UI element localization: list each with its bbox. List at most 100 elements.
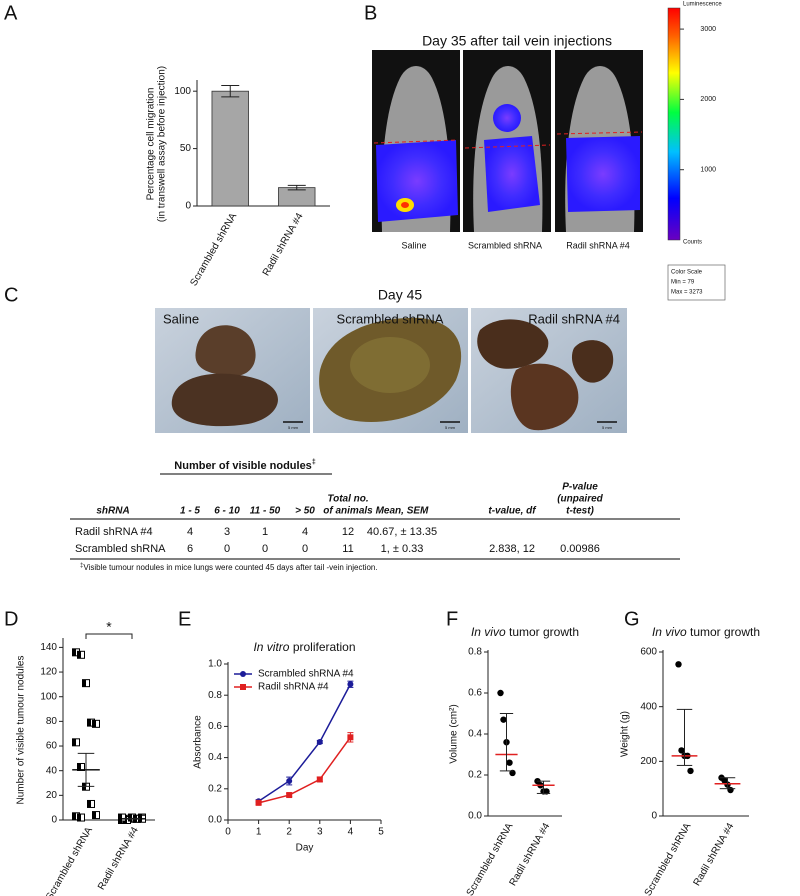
image-label: Radil shRNA #4 bbox=[566, 240, 630, 250]
legend-marker bbox=[240, 671, 246, 677]
legend-label: Scrambled shRNA #4 bbox=[258, 669, 354, 680]
y-tick-label: 0 bbox=[651, 811, 657, 822]
y-axis-label: Weight (g) bbox=[620, 711, 631, 757]
x-tick-label: Radil shRNA #4 bbox=[508, 821, 553, 888]
x-tick-label: 1 bbox=[256, 827, 262, 838]
significance-mark: * bbox=[106, 619, 112, 635]
y-tick-label: 50 bbox=[180, 143, 192, 154]
point-half bbox=[118, 814, 122, 822]
panel-label: B bbox=[364, 2, 377, 24]
y-tick-label: 120 bbox=[40, 667, 57, 678]
panel-label: G bbox=[624, 608, 640, 630]
point-half bbox=[87, 800, 91, 808]
table-cell: 11 bbox=[342, 543, 353, 555]
imaging-title: Day 35 after tail vein injections bbox=[422, 33, 612, 49]
point-half bbox=[77, 814, 81, 822]
error-bar bbox=[123, 817, 141, 820]
table-cell: 4 bbox=[187, 526, 193, 538]
title-part: tumor growth bbox=[690, 625, 760, 639]
y-tick-label: 0.0 bbox=[208, 815, 222, 826]
table-cell: 0 bbox=[224, 543, 230, 555]
y-tick-label: 0.4 bbox=[468, 729, 482, 740]
table-footnote: ‡Visible tumour nodules in mice lungs we… bbox=[80, 563, 378, 573]
data-point bbox=[118, 813, 126, 822]
table-cell: 3 bbox=[224, 526, 230, 538]
data-point bbox=[77, 650, 85, 659]
table-cell: Scrambled shRNA bbox=[75, 543, 166, 555]
table-column-header: 11 - 50 bbox=[250, 506, 281, 517]
bar bbox=[211, 90, 249, 207]
point-half bbox=[77, 763, 81, 771]
y-tick-label: 40 bbox=[46, 765, 58, 776]
panel-label: D bbox=[4, 608, 18, 630]
data-point bbox=[316, 776, 323, 783]
y-tick-label: 80 bbox=[46, 716, 58, 727]
panel-label: A bbox=[4, 2, 18, 24]
table-group-header: Number of visible nodules‡ bbox=[174, 459, 316, 472]
footnote-part: Visible tumour nodules in mice lungs wer… bbox=[83, 563, 377, 572]
data-point bbox=[687, 767, 694, 775]
colorbar-tick-label: 3000 bbox=[700, 26, 716, 33]
x-tick-label: Radil shRNA #4 bbox=[96, 825, 141, 892]
color-scale-text: Min = 79 bbox=[671, 280, 695, 286]
data-point bbox=[286, 792, 293, 799]
footnote-part: ‡ bbox=[80, 563, 83, 569]
color-scale-text: Max = 3273 bbox=[671, 290, 703, 296]
colorbar-tick-label: 1000 bbox=[700, 167, 716, 174]
y-tick-label: 140 bbox=[40, 642, 57, 653]
data-point bbox=[675, 661, 682, 668]
table-cell: 4 bbox=[302, 526, 308, 538]
chart-title: In vivo tumor growth bbox=[471, 625, 579, 639]
table-column-header: Total no. bbox=[327, 494, 368, 505]
y-tick-label: 0.0 bbox=[468, 811, 482, 822]
y-axis-label: Number of visible tumour nodules bbox=[16, 656, 27, 805]
point-half bbox=[92, 720, 96, 728]
table-column-header: of animals bbox=[323, 506, 373, 517]
colorbar-tick-label: 2000 bbox=[700, 96, 716, 103]
data-point bbox=[678, 747, 685, 754]
data-point bbox=[316, 739, 323, 745]
table-cell: 0 bbox=[262, 543, 268, 555]
y-tick-label: 0.2 bbox=[468, 770, 482, 781]
x-tick-label: 0 bbox=[225, 827, 231, 838]
data-point bbox=[500, 716, 507, 723]
title-part: In vitro bbox=[253, 640, 289, 654]
table-cell: 0.00986 bbox=[560, 543, 600, 555]
data-point bbox=[347, 681, 354, 688]
x-tick-label: Scrambled shRNA bbox=[643, 821, 694, 896]
y-tick-label: 0.6 bbox=[208, 721, 222, 732]
y-tick-label: 0.2 bbox=[208, 783, 222, 794]
data-point bbox=[727, 786, 734, 794]
point-half bbox=[87, 719, 91, 727]
y-axis-label: (in transwell assay before injection) bbox=[157, 66, 168, 222]
point-half bbox=[72, 812, 76, 820]
y-tick-label: 200 bbox=[640, 756, 657, 767]
data-point bbox=[72, 738, 80, 747]
scale-bar-label: 5 mm bbox=[602, 425, 613, 430]
table-cell: 1, ± 0.33 bbox=[381, 543, 424, 555]
y-tick-label: 60 bbox=[46, 741, 58, 752]
data-point bbox=[92, 719, 100, 728]
y-tick-label: 100 bbox=[40, 691, 57, 702]
table-cell: 12 bbox=[342, 526, 354, 538]
panel-label: C bbox=[4, 284, 18, 306]
lungs-title: Day 45 bbox=[378, 287, 423, 303]
title-part: In vivo bbox=[652, 625, 687, 639]
data-point bbox=[347, 734, 354, 741]
y-tick-label: 100 bbox=[174, 86, 191, 97]
title-part: proliferation bbox=[293, 640, 356, 654]
series-line bbox=[258, 736, 352, 804]
significance-bracket bbox=[85, 633, 133, 639]
table-column-header: (unpaired bbox=[557, 494, 603, 505]
data-point bbox=[82, 679, 90, 688]
x-tick-label: Scrambled shRNA bbox=[465, 821, 516, 896]
image-label: Saline bbox=[401, 240, 426, 250]
y-axis-label: Volume (cm²) bbox=[449, 704, 460, 763]
y-tick-label: 0.8 bbox=[208, 690, 222, 701]
title-part: In vivo bbox=[471, 625, 506, 639]
y-tick-label: 1.0 bbox=[208, 659, 222, 670]
mouse-images bbox=[372, 7, 726, 301]
y-tick-label: 0.8 bbox=[468, 647, 482, 658]
